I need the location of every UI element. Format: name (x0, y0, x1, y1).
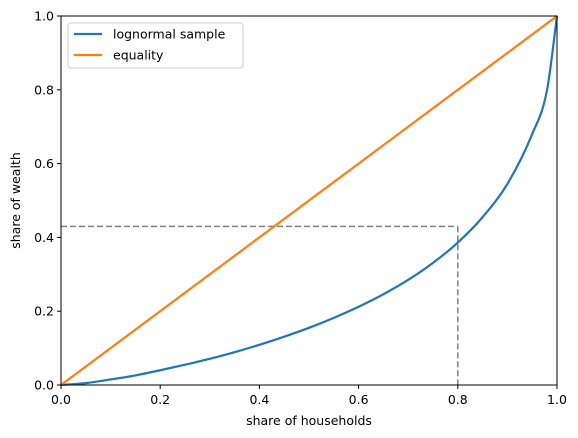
y-axis-ticks: 0.0 0.2 0.4 0.6 0.8 1.0 (34, 9, 61, 393)
x-tick-label: 0.6 (349, 392, 369, 407)
y-axis-label: share of wealth (8, 152, 23, 249)
series-layer (60, 15, 559, 387)
x-axis-label: share of households (246, 413, 372, 428)
y-tick-label: 1.0 (34, 9, 54, 24)
dashed-guides (61, 225, 459, 385)
legend-label-lognormal-sample: lognormal sample (113, 27, 226, 42)
series-line-equality (60, 15, 558, 386)
x-tick-label: 0.8 (448, 392, 468, 407)
y-tick-label: 0.8 (34, 82, 54, 97)
x-tick-label: 0.4 (249, 392, 269, 407)
series-line-lognormal-sample (60, 15, 559, 387)
legend-label-equality: equality (113, 48, 164, 63)
y-tick-label: 0.2 (34, 304, 54, 319)
x-axis-ticks: 0.0 0.2 0.4 0.6 0.8 1.0 (51, 385, 567, 407)
x-tick-label: 1.0 (547, 392, 567, 407)
x-tick-label: 0.0 (51, 392, 71, 407)
x-tick-label: 0.2 (150, 392, 170, 407)
y-tick-label: 0.6 (34, 156, 54, 171)
y-tick-label: 0.0 (34, 378, 54, 393)
plot-frame (60, 15, 558, 386)
y-tick-label: 0.4 (34, 230, 54, 245)
legend: lognormal sample equality (67, 22, 244, 69)
legend-box (67, 22, 244, 69)
